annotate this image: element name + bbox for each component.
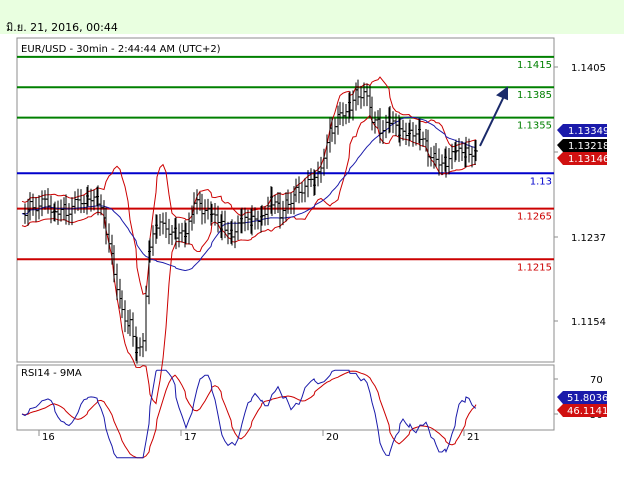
price-tick-label-2: 1.1237 (571, 233, 606, 244)
projection-arrow (479, 93, 506, 147)
price-tag-label-1: 1.13218 (568, 141, 609, 152)
rsi-tag-0 (563, 391, 607, 404)
rsi-tick-label-0: 70 (590, 375, 603, 386)
price-tag-0 (563, 124, 607, 137)
timestamp: มิ.ย. 21, 2016, 00:44 (6, 21, 118, 34)
candle (474, 139, 478, 162)
rsi-tag-pointer-0 (557, 391, 563, 404)
top-bar: มิ.ย. 21, 2016, 00:44 (0, 0, 624, 34)
projection-arrowhead (496, 86, 508, 101)
rsi-tag-1 (563, 404, 607, 417)
date-label-0: 16 (42, 432, 55, 443)
price-tick-label-0: 1.1405 (571, 63, 606, 74)
level-label-2: 1.1355 (517, 121, 552, 132)
rsi-tag-pointer-1 (557, 404, 563, 417)
level-label-4: 1.1265 (517, 212, 552, 223)
rsi-ma-line (21, 370, 477, 459)
price-tag-pointer-2 (557, 152, 563, 165)
date-label-2: 20 (326, 432, 339, 443)
price-tick-label-3: 1.1154 (571, 317, 606, 328)
level-label-0: 1.1415 (517, 60, 552, 71)
price-tag-pointer-1 (557, 139, 563, 152)
chart-title: EUR/USD - 30min - 2:44:44 AM (UTC+2) (21, 44, 221, 55)
level-label-3: 1.13 (530, 176, 552, 187)
price-tag-1 (563, 139, 607, 152)
date-label-3: 21 (467, 432, 480, 443)
level-label-1: 1.1385 (517, 90, 552, 101)
price-tag-2 (563, 152, 607, 165)
price-tag-pointer-0 (557, 124, 563, 137)
price-tag-label-2: 1.13146 (568, 154, 609, 165)
rsi-panel (16, 364, 555, 431)
price-tag-label-0: 1.13349 (568, 126, 609, 137)
rsi-title: RSI14 - 9MA (21, 368, 82, 379)
rsi-line (21, 369, 477, 459)
rsi-tag-label-1: 46.1141 (567, 406, 608, 417)
date-label-1: 17 (184, 432, 197, 443)
rsi-tag-label-0: 51.8036 (567, 393, 608, 404)
level-label-5: 1.1215 (517, 262, 552, 273)
